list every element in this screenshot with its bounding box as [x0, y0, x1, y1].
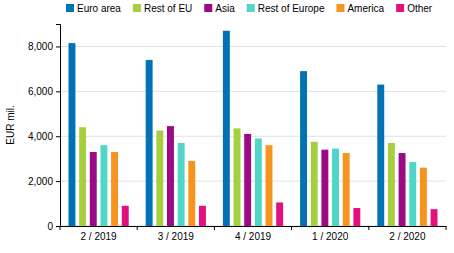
y-tick-label: 2,000 [28, 176, 53, 187]
bar [311, 142, 318, 226]
bar [199, 206, 206, 226]
x-tick: 4 / 2019 [235, 226, 272, 242]
y-tick: 2,000 [28, 176, 60, 187]
legend-swatch [336, 4, 344, 12]
x-separator [60, 226, 61, 230]
bar [276, 202, 283, 226]
x-tick-label: 4 / 2019 [235, 231, 272, 242]
legend-item: Rest of Europe [247, 3, 325, 14]
y-axis-line [56, 25, 61, 227]
bar [266, 145, 273, 226]
legend-item: Rest of EU [133, 3, 192, 14]
legend-label: Other [407, 3, 433, 14]
series [100, 138, 416, 226]
x-tick-label: 2 / 2019 [81, 231, 118, 242]
bar [178, 143, 185, 226]
x-separator [291, 226, 292, 230]
y-tick-mark [56, 226, 60, 227]
legend-swatch [247, 4, 255, 12]
x-separators [60, 226, 446, 230]
x-tick: 2 / 2020 [389, 226, 426, 242]
bar [100, 145, 107, 226]
chart: 0 2,000 4,000 6,000 8,000 2 / 2019 3 / 2019 4 /… [0, 0, 454, 253]
bar [399, 153, 406, 226]
bar [321, 150, 328, 226]
x-separator [214, 226, 215, 230]
y-tick-label: 0 [47, 221, 53, 232]
bar [431, 209, 438, 226]
bar [244, 134, 251, 226]
series [79, 127, 395, 226]
y-tick: 8,000 [28, 41, 60, 52]
y-tick-label: 6,000 [28, 86, 53, 97]
y-tick: 6,000 [28, 86, 60, 97]
legend-swatch [396, 4, 404, 12]
series [122, 202, 438, 226]
bar [146, 60, 153, 226]
x-tick: 1 / 2020 [312, 226, 349, 242]
bar [111, 152, 118, 226]
bar [420, 168, 427, 226]
legend-item: Other [396, 3, 433, 14]
bar [332, 149, 339, 226]
legend-item: Asia [204, 3, 235, 14]
y-tick: 4,000 [28, 131, 60, 142]
y-tick: 0 [47, 221, 60, 232]
bar [234, 128, 241, 226]
grid-line [60, 46, 446, 47]
y-tick-label: 4,000 [28, 131, 53, 142]
y-tick-mark [56, 181, 60, 182]
x-tick-label: 2 / 2020 [389, 231, 426, 242]
legend-swatch [133, 4, 141, 12]
x-separator [446, 226, 447, 230]
bars [68, 31, 437, 226]
series [111, 145, 427, 226]
legend-label: Asia [215, 3, 235, 14]
grid-line [60, 91, 446, 92]
y-tick-mark [56, 136, 60, 137]
legend-swatch [66, 4, 74, 12]
bar [377, 85, 384, 226]
legend-item: America [336, 3, 384, 14]
bar [300, 71, 307, 226]
bar [167, 126, 174, 226]
x-tick-label: 1 / 2020 [312, 231, 349, 242]
legend-label: Rest of EU [144, 3, 192, 14]
x-axis: 2 / 2019 3 / 2019 4 / 2019 1 / 2020 2 / 2020 [60, 226, 447, 242]
bar [122, 206, 129, 226]
bar [79, 127, 86, 226]
bar [90, 152, 97, 226]
bar [388, 143, 395, 226]
legend-label: America [347, 3, 384, 14]
legend-label: Euro area [77, 3, 121, 14]
y-tick-mark [56, 46, 60, 47]
bar [188, 161, 195, 226]
bar [409, 162, 416, 226]
legend-swatch [204, 4, 212, 12]
y-axis: 0 2,000 4,000 6,000 8,000 [28, 25, 61, 232]
legend: Euro area Rest of EU Asia Rest of Europe Ame… [66, 3, 433, 14]
series [90, 126, 406, 226]
x-tick-label: 3 / 2019 [158, 231, 195, 242]
series [68, 31, 384, 226]
bar [156, 131, 163, 226]
plot: 0 2,000 4,000 6,000 8,000 2 / 2019 3 / 2019 4 /… [28, 25, 447, 243]
x-axis-line [61, 226, 447, 227]
bar [353, 208, 360, 226]
x-separator [368, 226, 369, 230]
bar [343, 153, 350, 226]
grid-line [60, 136, 446, 137]
bar [68, 43, 75, 226]
y-tick-mark [56, 91, 60, 92]
grid [60, 46, 446, 226]
legend-item: Euro area [66, 3, 121, 14]
y-tick-label: 8,000 [28, 41, 53, 52]
y-axis-title: EUR mil. [5, 105, 16, 144]
legend-label: Rest of Europe [258, 3, 325, 14]
bar [255, 138, 262, 226]
x-separator [137, 226, 138, 230]
bar [223, 31, 230, 226]
x-tick: 3 / 2019 [158, 226, 195, 242]
x-tick: 2 / 2019 [81, 226, 118, 242]
